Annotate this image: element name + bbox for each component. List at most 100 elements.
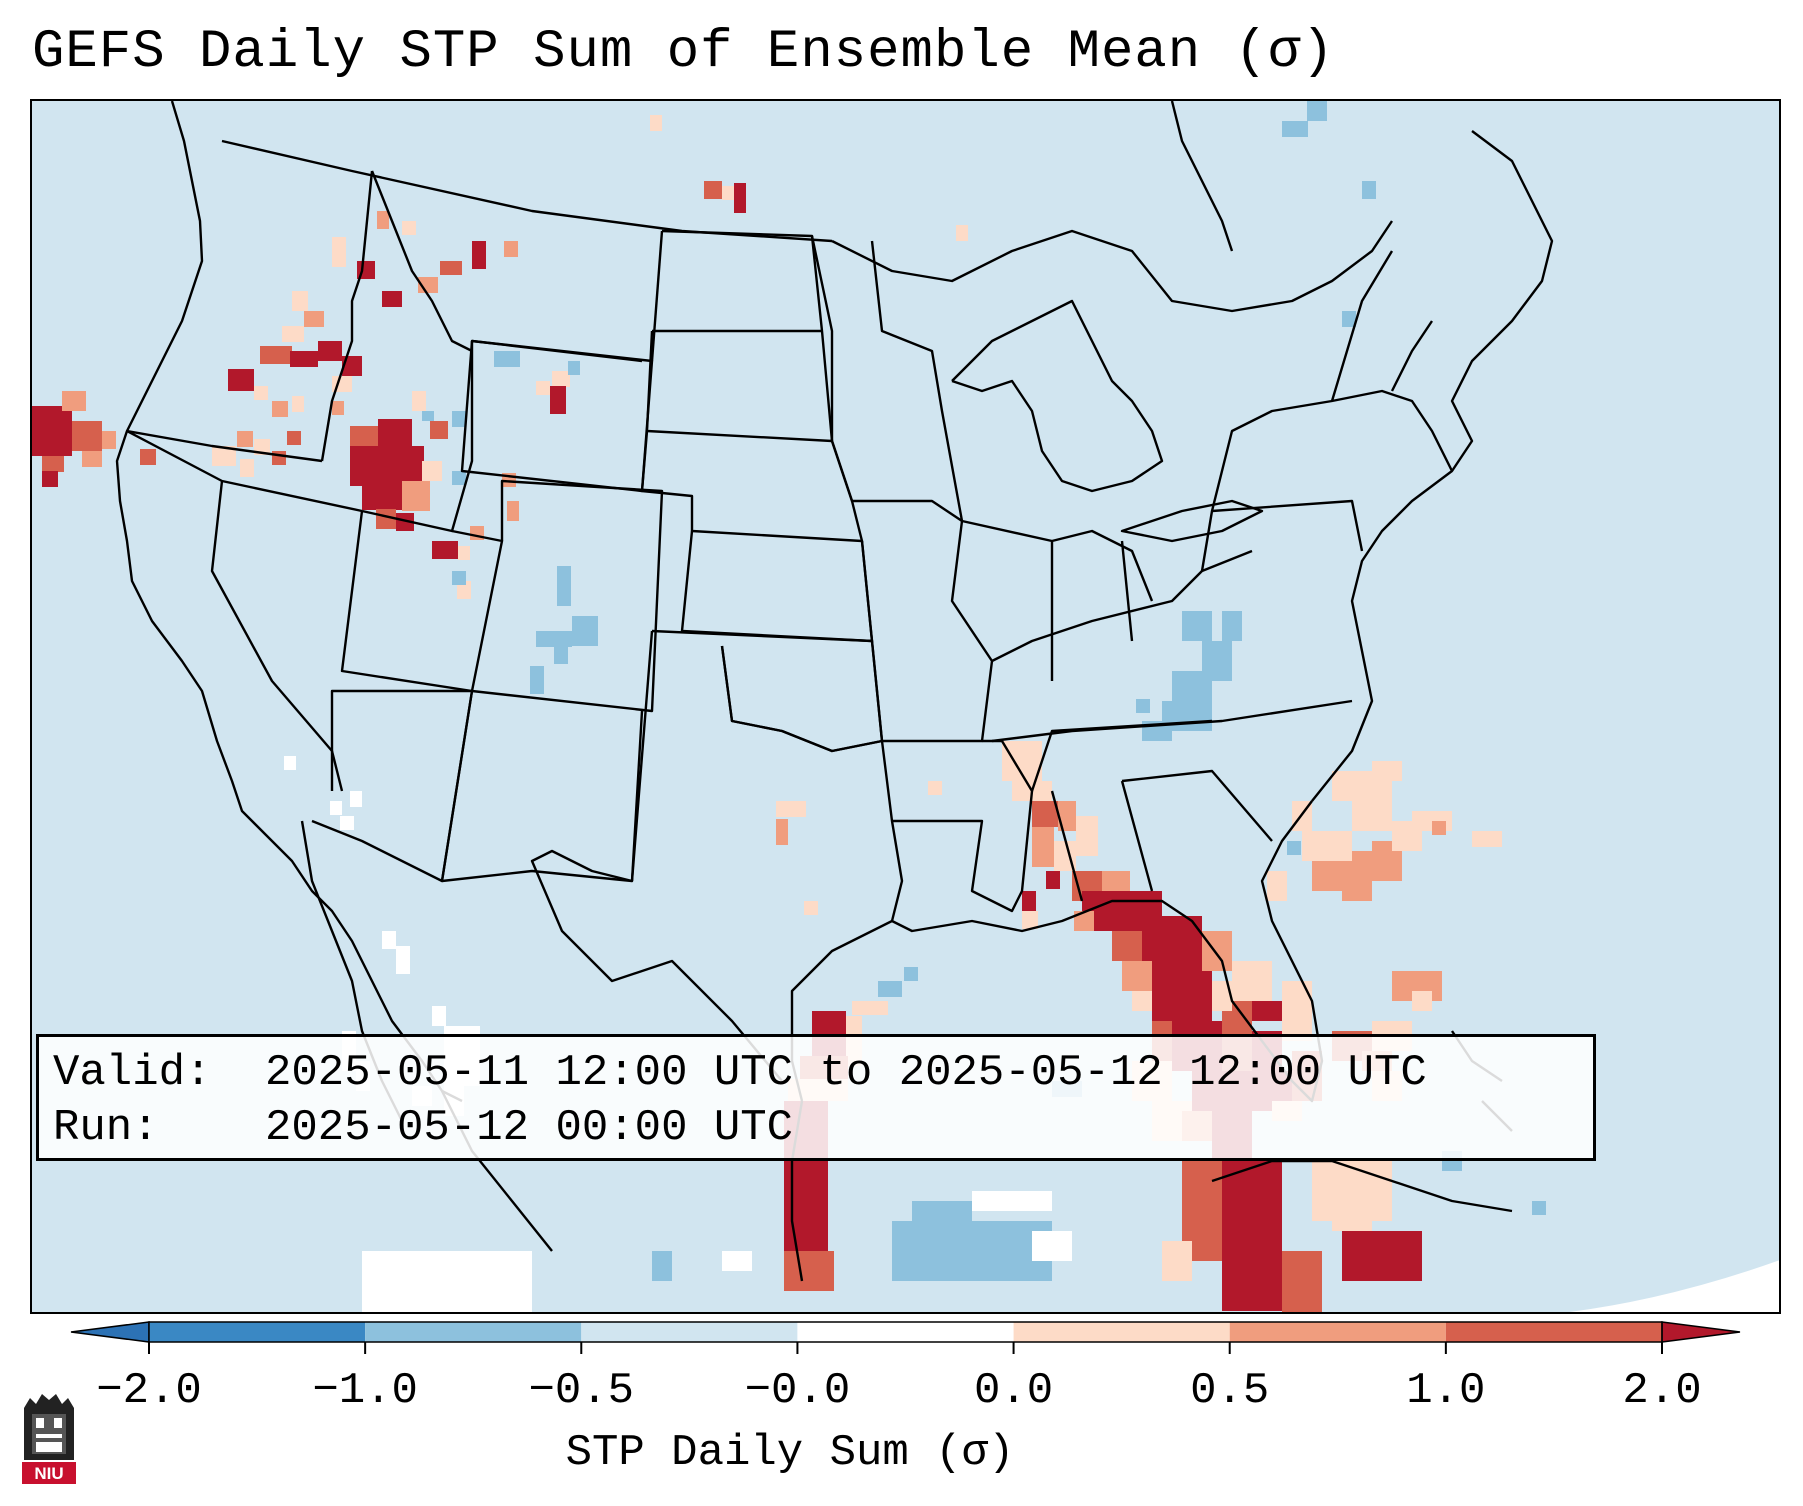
anomaly-cell [1372,761,1402,781]
anomaly-cell [1472,831,1502,847]
anomaly-cell [1152,971,1212,1021]
colorbar-ticks [148,1342,1663,1354]
tick-label: −0.5 [528,1366,635,1416]
anomaly-cell [412,391,426,411]
anomaly-cell [878,981,902,997]
anomaly-cell [904,967,918,981]
tick-label: −1.0 [312,1366,418,1416]
hudson-bay-edge [1170,101,1234,252]
tick-label: 1.0 [1406,1366,1486,1416]
anomaly-cell [852,1001,888,1015]
anomaly-cell [1342,881,1372,901]
canada-lakes [831,220,1393,313]
anomaly-cell [972,1191,1052,1211]
anomaly-cell [1022,891,1036,911]
anomaly-cell [240,459,254,477]
anomaly-cell [1222,1161,1282,1311]
mt-nd [650,230,664,362]
map-title: GEFS Daily STP Sum of Ensemble Mean (σ) [32,22,1335,83]
anomaly-cell [928,781,942,795]
anomaly-cell [1202,931,1232,971]
northeast-states [1210,250,1454,512]
run-value: 2025-05-12 00:00 UTC [265,1103,794,1153]
anomaly-cell [1412,991,1432,1011]
anomaly-cell [457,581,471,599]
anomaly-cell [332,237,346,267]
anomaly-cell [432,1006,446,1026]
colorbar-bins [70,1321,1741,1343]
anomaly-cell [72,421,102,451]
or-wa-border [126,429,323,463]
anomaly-cell [290,351,318,367]
anomaly-cell [212,446,236,466]
dakotas [645,229,834,443]
anomaly-cell [458,546,470,560]
colorbar-bin [1445,1322,1662,1342]
anomaly-cell [550,386,566,414]
anomaly-cell [722,186,734,200]
anomaly-cell [362,1251,532,1312]
colorbar-bin [797,1322,1014,1342]
anomaly-cell [1112,931,1142,961]
anomaly-cell [1342,1231,1422,1281]
anomaly-cell [1332,1201,1372,1231]
gulf-coast [891,800,1324,1103]
anomaly-cell [452,471,466,485]
anomaly-cell [1232,961,1272,1001]
anomaly-cell [776,819,788,845]
anomaly-cell [1132,991,1152,1011]
anomaly-cell [776,801,806,817]
anomaly-cell [1352,801,1392,831]
anomaly-cell [330,801,342,815]
west-coast [115,101,463,1103]
anomaly-cell [784,1251,834,1291]
anomaly-cell [1162,701,1182,721]
anomaly-cell [536,631,572,647]
anomaly-cell [422,461,442,481]
anomaly-cell [1432,821,1446,835]
anomaly-cell [1212,981,1232,1011]
anomaly-cell [1222,611,1242,641]
mn-ia [810,235,964,523]
state-boundaries [115,101,1554,1282]
anomaly-cell [254,439,270,455]
anomaly-cell [1282,1251,1322,1312]
southeast-interior [1030,719,1273,902]
anomaly-cell [304,311,324,327]
niu-logo-icon: NIU [22,1394,76,1484]
colorbar-bin [149,1322,366,1342]
colorbar-bin [1013,1322,1230,1342]
anomaly-cell [722,1251,752,1271]
anomaly-cell [494,351,520,367]
anomaly-cell [1252,1001,1282,1021]
colorbar-extend-under [70,1321,150,1343]
anomaly-cell [704,181,722,199]
anomaly-cell [650,115,662,131]
anomaly-cell [912,1201,972,1221]
anomaly-cell [734,183,746,213]
anomaly-cell [292,291,308,311]
anomaly-cell [237,431,253,447]
anomaly-cell [377,211,389,229]
east-coast [1311,130,1554,802]
anomaly-cell [1136,699,1150,713]
valid-line: Valid: 2025-05-11 12:00 UTC to 2025-05-12… [53,1046,1593,1101]
tick-label: −2.0 [96,1366,202,1416]
ca-nv [210,480,344,792]
anomaly-cell [804,901,818,915]
anomaly-cell [140,449,156,465]
anomaly-cell [32,406,72,456]
anomaly-cell [332,401,344,415]
colorbar-label: STP Daily Sum (σ) [565,1428,1015,1478]
anomaly-cell [1076,816,1098,856]
anomaly-cell [42,456,64,472]
id-mt [370,170,473,353]
anomaly-cell [507,501,519,521]
anomaly-cell [568,361,580,375]
anomaly-cell [1054,841,1076,871]
map-domain [32,101,1779,1312]
anomaly-cell [472,241,486,269]
colorbar [70,1321,1741,1354]
anomaly-cell [282,326,304,342]
anomaly-cell [1032,827,1054,867]
